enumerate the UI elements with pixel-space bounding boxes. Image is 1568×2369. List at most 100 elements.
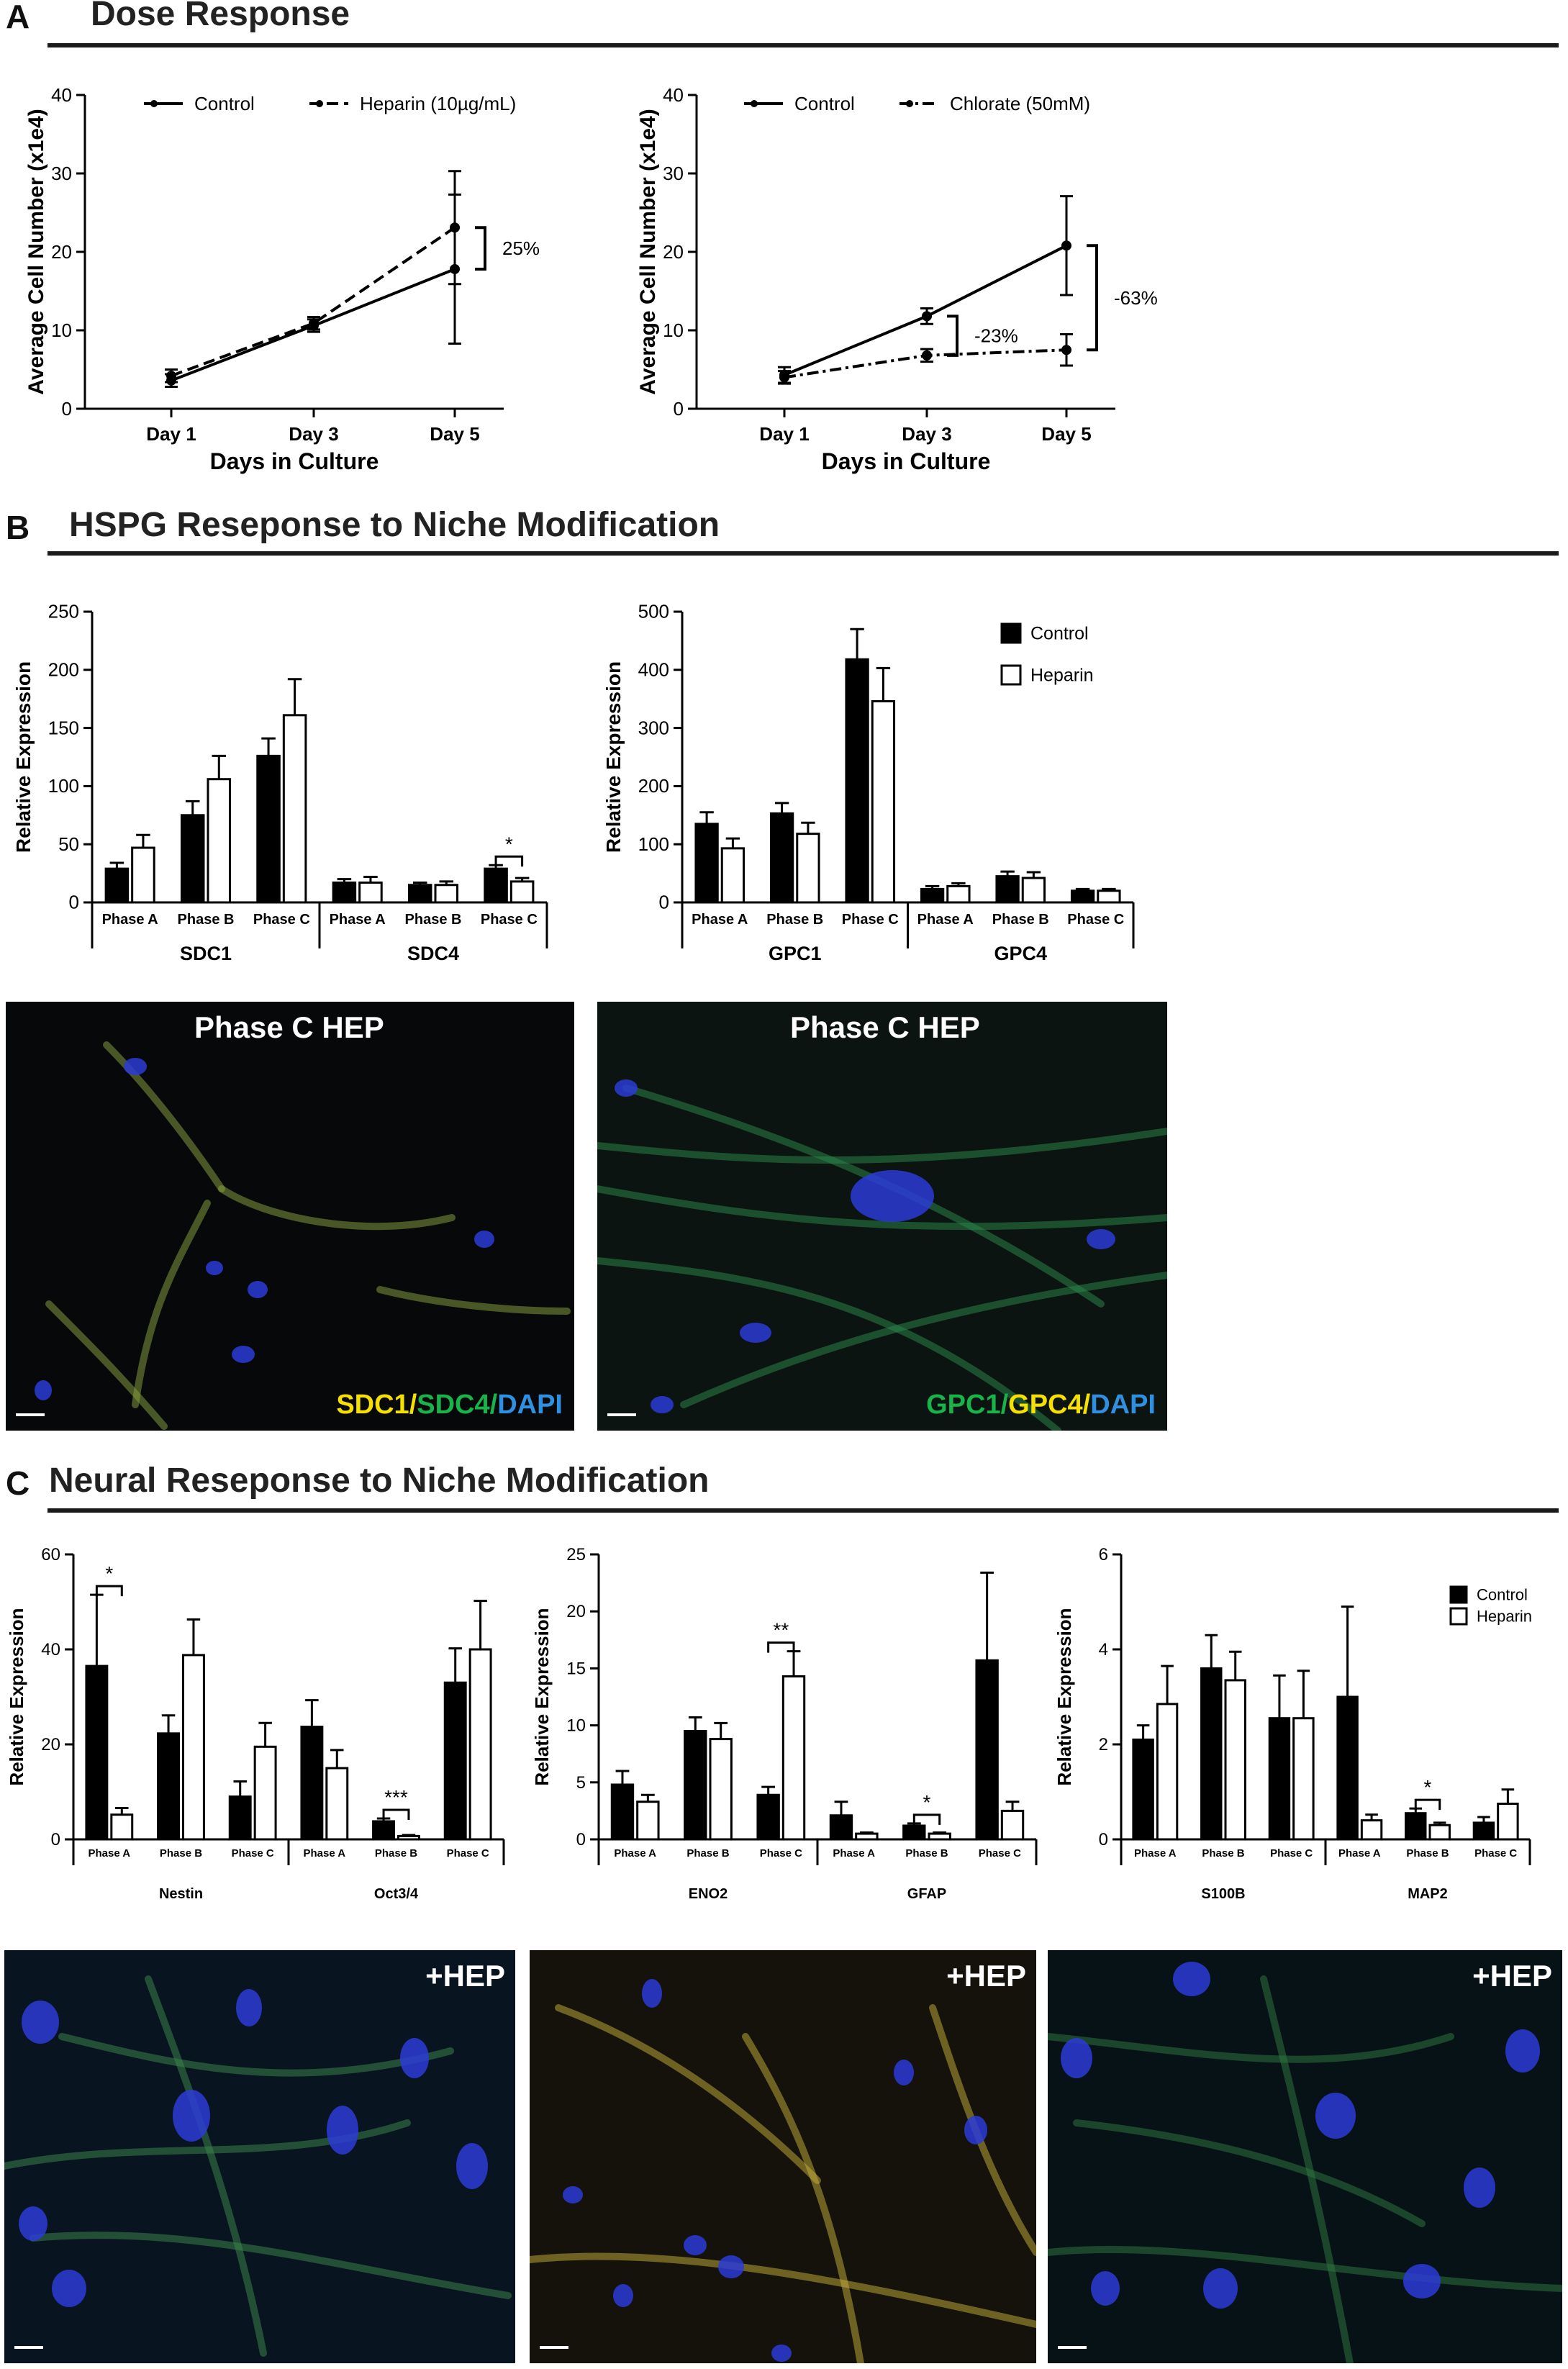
category-label: Phase B — [405, 912, 462, 928]
nucleus — [851, 1170, 934, 1222]
bar-control — [694, 823, 719, 904]
group-label: GPC4 — [994, 943, 1047, 964]
bar-control — [1336, 1695, 1359, 1841]
bar-heparin — [358, 882, 383, 904]
bar-heparin — [397, 1834, 420, 1841]
category-label: Phase B — [905, 1847, 948, 1860]
bar-control — [1268, 1717, 1291, 1841]
nucleus — [206, 1261, 223, 1275]
bar-heparin — [1497, 1803, 1519, 1841]
cell-process — [742, 2033, 864, 2363]
micrograph-label: +HEP — [1472, 1959, 1552, 1993]
bar-control — [1070, 889, 1095, 904]
bar-control — [684, 1730, 707, 1841]
stain-label: GPC4 — [1008, 1390, 1083, 1420]
y-tick-label: 200 — [638, 775, 669, 797]
difference-label: 25% — [502, 237, 540, 259]
scale-bar — [14, 2346, 43, 2349]
bar-heparin — [709, 1738, 733, 1841]
significance-bracket — [382, 1808, 410, 1820]
category-label: Phase C — [232, 1847, 274, 1860]
y-tick-label: 4 — [1099, 1640, 1108, 1659]
cell-process — [132, 1200, 211, 1408]
y-tick-label: 30 — [663, 163, 684, 184]
nucleus — [236, 1989, 262, 2026]
group-label: Nestin — [159, 1886, 203, 1902]
significance-label: * — [923, 1791, 931, 1813]
micrograph-image — [4, 1950, 515, 2363]
scale-bar — [607, 1413, 636, 1416]
cell-process — [597, 1185, 1167, 1231]
category-label: Phase C — [253, 912, 310, 928]
legend-label: Heparin (10µg/mL) — [360, 93, 516, 114]
bar-heparin — [253, 1745, 277, 1841]
bar-heparin — [855, 1832, 879, 1841]
stain-label: GPC1 — [926, 1390, 1001, 1420]
legend-label: Control — [194, 93, 255, 114]
scale-bar — [16, 1413, 45, 1416]
y-axis-label: Relative Expression — [602, 661, 625, 853]
bar-control — [756, 1793, 780, 1841]
bar-control — [902, 1824, 926, 1841]
bar-heparin — [636, 1800, 660, 1841]
bar-heparin — [509, 880, 535, 904]
nucleus — [642, 1979, 662, 2008]
bar-control — [332, 882, 357, 904]
stain-label: DAPI — [497, 1390, 563, 1420]
y-tick-label: 400 — [638, 658, 669, 680]
bar-heparin — [1097, 889, 1121, 904]
legend-swatch — [1449, 1585, 1468, 1604]
micrograph-background — [530, 1950, 1036, 2363]
y-axis-label: Relative Expression — [531, 1608, 553, 1785]
category-label: Phase A — [692, 912, 748, 928]
y-axis-label: Relative Expression — [1053, 1608, 1075, 1785]
bar-control — [180, 814, 205, 904]
category-label: Phase B — [1202, 1847, 1244, 1860]
nucleus — [35, 1380, 52, 1400]
y-tick-label: 250 — [48, 601, 79, 622]
nucleus — [327, 2106, 358, 2155]
legend-label: Control — [1477, 1585, 1528, 1603]
micrograph-label: +HEP — [425, 1959, 505, 1993]
x-axis-label: Days in Culture — [822, 448, 991, 474]
nucleus — [400, 2038, 429, 2078]
nucleus — [52, 2270, 86, 2307]
panel-letter-a: A — [6, 0, 30, 35]
y-tick-label: 40 — [663, 84, 684, 106]
x-tick-label: Day 5 — [1041, 423, 1091, 445]
x-tick-label: Day 3 — [289, 423, 338, 445]
legend-label: Control — [1030, 623, 1089, 643]
nucleus — [563, 2186, 583, 2203]
stain-label: DAPI — [1090, 1390, 1156, 1420]
y-tick-label: 40 — [51, 84, 72, 106]
bar-control — [1405, 1812, 1427, 1841]
data-point — [1061, 345, 1071, 355]
nucleus — [232, 1346, 255, 1363]
nucleus — [964, 2116, 987, 2144]
bar-control — [1472, 1821, 1495, 1841]
group-label: GFAP — [907, 1886, 946, 1902]
y-tick-label: 0 — [576, 1830, 586, 1849]
bar-control — [104, 867, 130, 904]
nucleus — [1403, 2264, 1441, 2298]
stain-label: SDC4 — [417, 1390, 490, 1420]
y-tick-label: 100 — [638, 833, 669, 855]
bar-control — [300, 1726, 324, 1841]
legend-marker — [316, 100, 323, 107]
y-tick-label: 10 — [663, 320, 684, 341]
bar-heparin — [871, 699, 896, 904]
bar-control — [372, 1820, 396, 1841]
data-point — [922, 350, 932, 361]
bar-heparin — [1292, 1717, 1315, 1841]
stain-label: / — [409, 1390, 417, 1420]
nucleus — [124, 1058, 147, 1075]
significance-bracket — [1414, 1798, 1441, 1811]
category-label: Phase A — [1338, 1847, 1381, 1860]
y-tick-label: 40 — [41, 1640, 60, 1659]
category-label: Phase B — [375, 1847, 417, 1860]
data-point — [922, 311, 932, 322]
data-point — [1061, 240, 1071, 251]
significance-label: * — [505, 833, 513, 855]
bar-heparin — [282, 714, 307, 904]
section-rule-a — [47, 43, 1559, 47]
